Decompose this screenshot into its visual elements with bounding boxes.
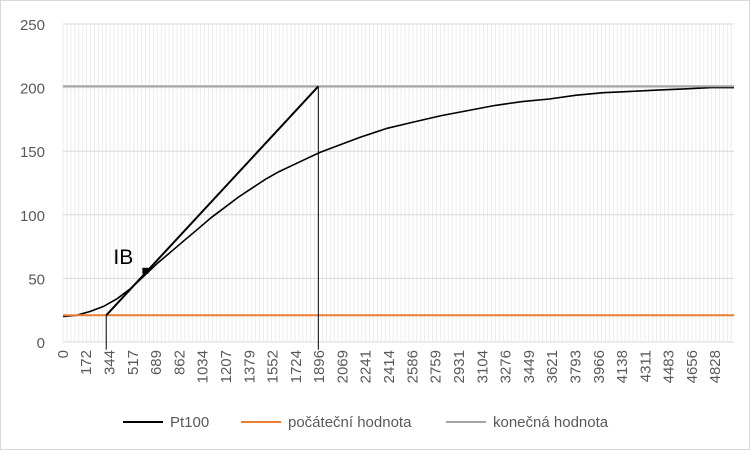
x-tick-label: 3276 <box>498 350 515 383</box>
x-tick-label: 1724 <box>288 350 305 383</box>
x-tick-label: 1896 <box>311 350 328 383</box>
x-tick-label: 3966 <box>591 350 608 383</box>
x-tick-label: 3449 <box>521 350 538 383</box>
x-tick-label: 3621 <box>544 350 561 383</box>
x-tick-label: 1379 <box>241 350 258 383</box>
tangent-line <box>105 85 320 316</box>
x-tick-label: 2931 <box>451 350 468 383</box>
y-tick-label: 150 <box>20 144 45 161</box>
x-tick-label: 1552 <box>265 350 282 383</box>
x-tick-label: 0 <box>55 350 72 358</box>
x-axis-ticks: 0 172 344 517 689 862 1034 1207 1379 1552 1724 1896… <box>55 350 724 383</box>
x-tick-label: 2586 <box>404 350 421 383</box>
x-tick-label: 689 <box>148 350 165 375</box>
legend: Pt100 počáteční hodnota konečná hodnota <box>123 414 609 431</box>
x-tick-label: 2069 <box>335 350 352 383</box>
y-axis-ticks: 0 50 100 150 200 250 <box>20 17 45 352</box>
x-tick-label: 4138 <box>614 350 631 383</box>
x-tick-label: 1034 <box>195 350 212 383</box>
x-tick-label: 2759 <box>428 350 445 383</box>
legend-label-0: Pt100 <box>170 414 209 431</box>
x-tick-label: 4483 <box>661 350 678 383</box>
y-tick-label: 100 <box>20 208 45 225</box>
legend-label-1: počáteční hodnota <box>288 414 412 431</box>
annotation-label: IB <box>113 246 133 269</box>
x-tick-label: 862 <box>171 350 188 375</box>
x-tick-label: 4828 <box>707 350 724 383</box>
y-tick-label: 50 <box>28 271 45 288</box>
annotations-layer: IB <box>105 85 320 350</box>
x-tick-label: 3793 <box>567 350 584 383</box>
legend-label-2: konečná hodnota <box>493 414 609 431</box>
x-tick-label: 2241 <box>358 350 375 383</box>
inflection-marker <box>142 267 149 274</box>
grid <box>62 23 734 343</box>
y-tick-label: 250 <box>20 17 45 34</box>
x-tick-label: 172 <box>78 350 95 375</box>
x-tick-label: 4656 <box>684 350 701 383</box>
x-tick-label: 517 <box>125 350 142 375</box>
x-tick-label: 4311 <box>637 350 654 382</box>
x-tick-label: 3104 <box>474 350 491 383</box>
x-tick-label: 1207 <box>218 350 235 383</box>
x-tick-label: 2414 <box>381 350 398 383</box>
y-tick-label: 200 <box>20 81 45 98</box>
y-tick-label: 0 <box>37 335 45 352</box>
x-tick-label: 344 <box>101 350 118 375</box>
